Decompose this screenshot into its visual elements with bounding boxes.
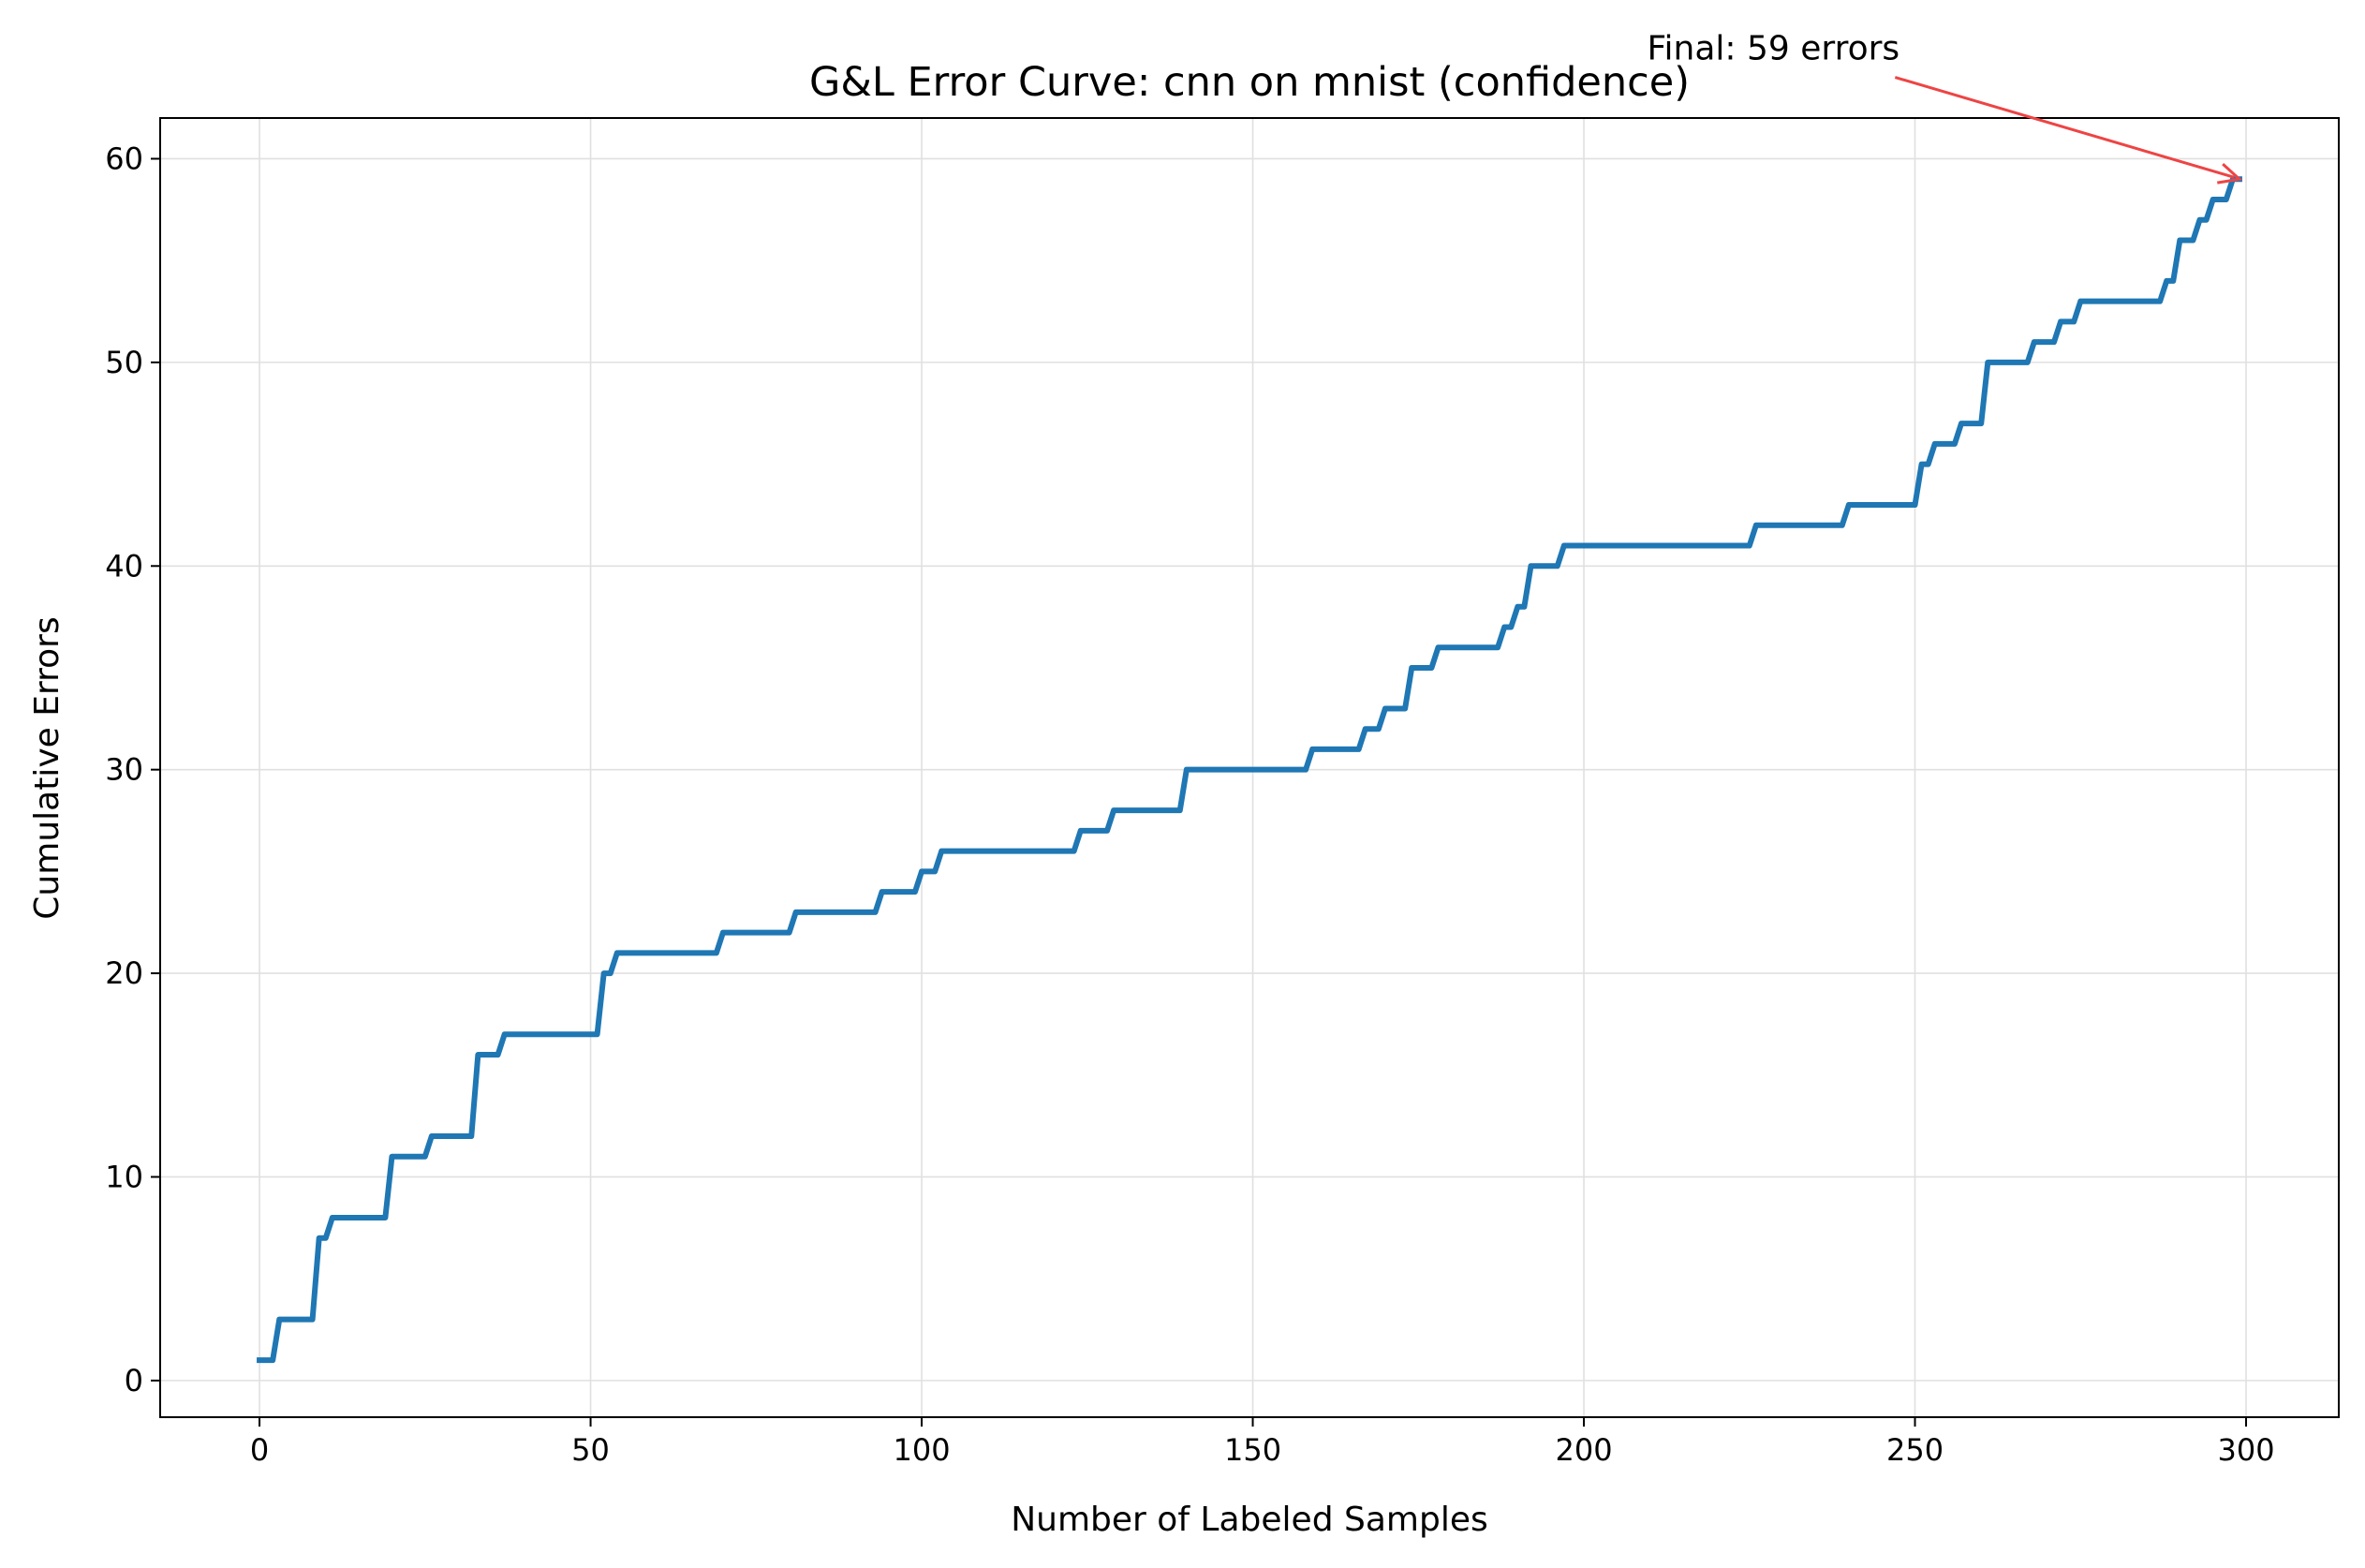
x-tick-label: 200: [1555, 1432, 1612, 1468]
annotation: Final: 59 errors: [1647, 30, 2243, 185]
axes-frame: [159, 117, 2340, 1418]
x-tick-label: 300: [2217, 1432, 2274, 1468]
x-tick-label: 0: [250, 1432, 269, 1468]
y-tick-label: 20: [105, 955, 143, 991]
x-tick-label: 150: [1224, 1432, 1281, 1468]
x-tick-label: 100: [894, 1432, 951, 1468]
y-tick-label: 10: [105, 1159, 143, 1194]
y-axis-label: Cumulative Errors: [28, 616, 67, 919]
x-axis-label: Number of Labeled Samples: [1011, 1501, 1488, 1539]
annotation-arrow-line: [1894, 76, 2235, 179]
chart-title: G&L Error Curve: cnn on mnist (confidenc…: [809, 59, 1690, 106]
series-line: [257, 176, 2242, 1364]
y-tick-label: 60: [105, 141, 143, 176]
y-tick-label: 30: [105, 752, 143, 788]
series-layer: [257, 176, 2242, 1364]
x-tick-label: 250: [1886, 1432, 1944, 1468]
ticks: 0 50 100 150 200 250 300 0 10 20 30 40 50 60: [105, 141, 2274, 1468]
x-tick-label: 50: [571, 1432, 610, 1468]
annotation-arrow-head: [2217, 162, 2243, 185]
annotation-label: Final: 59 errors: [1647, 30, 1899, 68]
y-tick-label: 50: [105, 345, 143, 380]
y-tick-label: 0: [125, 1363, 143, 1398]
y-tick-label: 40: [105, 548, 143, 584]
